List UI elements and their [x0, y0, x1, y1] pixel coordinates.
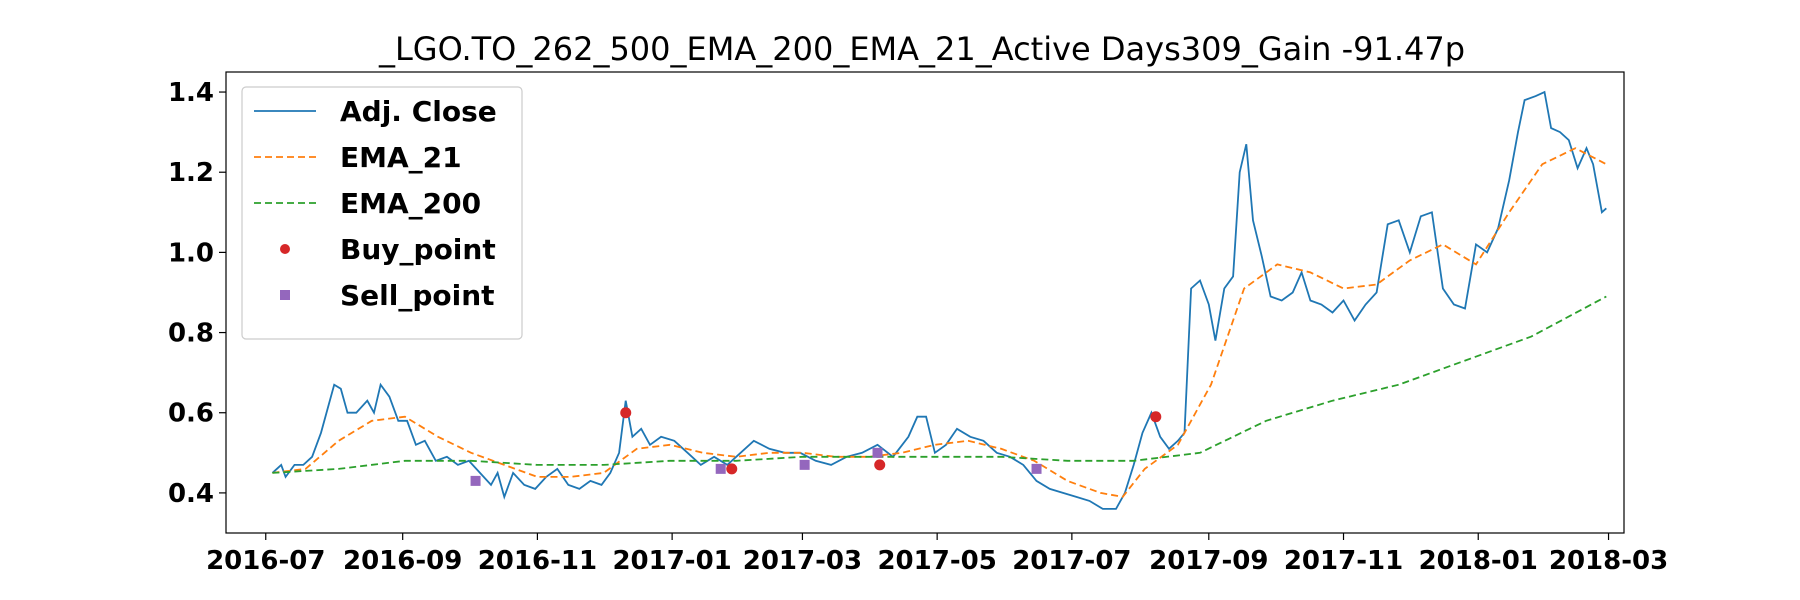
sell-point-marker	[1031, 463, 1042, 474]
x-tick-label: 2016-07	[206, 546, 325, 576]
y-tick-label: 1.4	[168, 78, 214, 108]
sell-point-marker	[715, 463, 726, 474]
plot-frame	[225, 71, 1625, 534]
legend-swatch-sell-point	[280, 290, 290, 300]
legend-label-sell-point: Sell_point	[340, 279, 495, 312]
y-tick-label: 1.2	[168, 158, 214, 188]
sell-point-marker	[872, 447, 883, 458]
y-tick-label: 0.8	[168, 319, 214, 349]
legend-label-adj-close: Adj. Close	[340, 95, 497, 128]
y-tick-label: 1.0	[168, 238, 214, 268]
legend-label-ema-200: EMA_200	[340, 187, 481, 220]
buy-point-marker	[620, 407, 632, 419]
legend-label-buy-point: Buy_point	[340, 233, 496, 266]
y-tick-label: 0.4	[168, 479, 214, 509]
sell-point-marker	[470, 475, 481, 486]
x-tick-label: 2017-11	[1284, 546, 1403, 576]
series-line-ema-21	[272, 147, 1607, 498]
y-tick-label: 0.6	[168, 399, 214, 429]
buy-point-marker	[1150, 411, 1162, 423]
series-line-adj-close	[271, 90, 1607, 510]
x-axis: 2016-07 2016-09 2016-11 2017-01 2017-03 2017-…	[206, 533, 1668, 576]
sell-point-marker	[799, 459, 810, 470]
x-tick-label: 2017-03	[743, 546, 862, 576]
legend-box	[241, 86, 523, 340]
x-tick-label: 2016-11	[478, 546, 597, 576]
buy-point-marker	[726, 463, 738, 475]
legend-label-ema-21: EMA_21	[340, 141, 462, 174]
x-tick-label: 2018-03	[1549, 546, 1668, 576]
x-tick-label: 2017-07	[1012, 546, 1131, 576]
x-tick-label: 2018-01	[1419, 546, 1538, 576]
chart-title: _LGO.TO_262_500_EMA_200_EMA_21_Active Da…	[378, 30, 1465, 68]
series-line-ema-200	[272, 295, 1607, 474]
x-tick-label: 2017-09	[1149, 546, 1268, 576]
buy-point-marker	[874, 459, 886, 471]
legend-swatch-buy-point	[280, 244, 290, 254]
legend: Adj. Close EMA_21 EMA_200 Buy_point Sell_poi…	[241, 86, 523, 340]
plot-area	[271, 90, 1607, 510]
x-tick-label: 2017-05	[877, 546, 996, 576]
x-tick-label: 2017-01	[612, 546, 731, 576]
y-axis: 0.4 0.6 0.8 1.0 1.2 1.4	[168, 78, 226, 509]
x-tick-label: 2016-09	[343, 546, 462, 576]
